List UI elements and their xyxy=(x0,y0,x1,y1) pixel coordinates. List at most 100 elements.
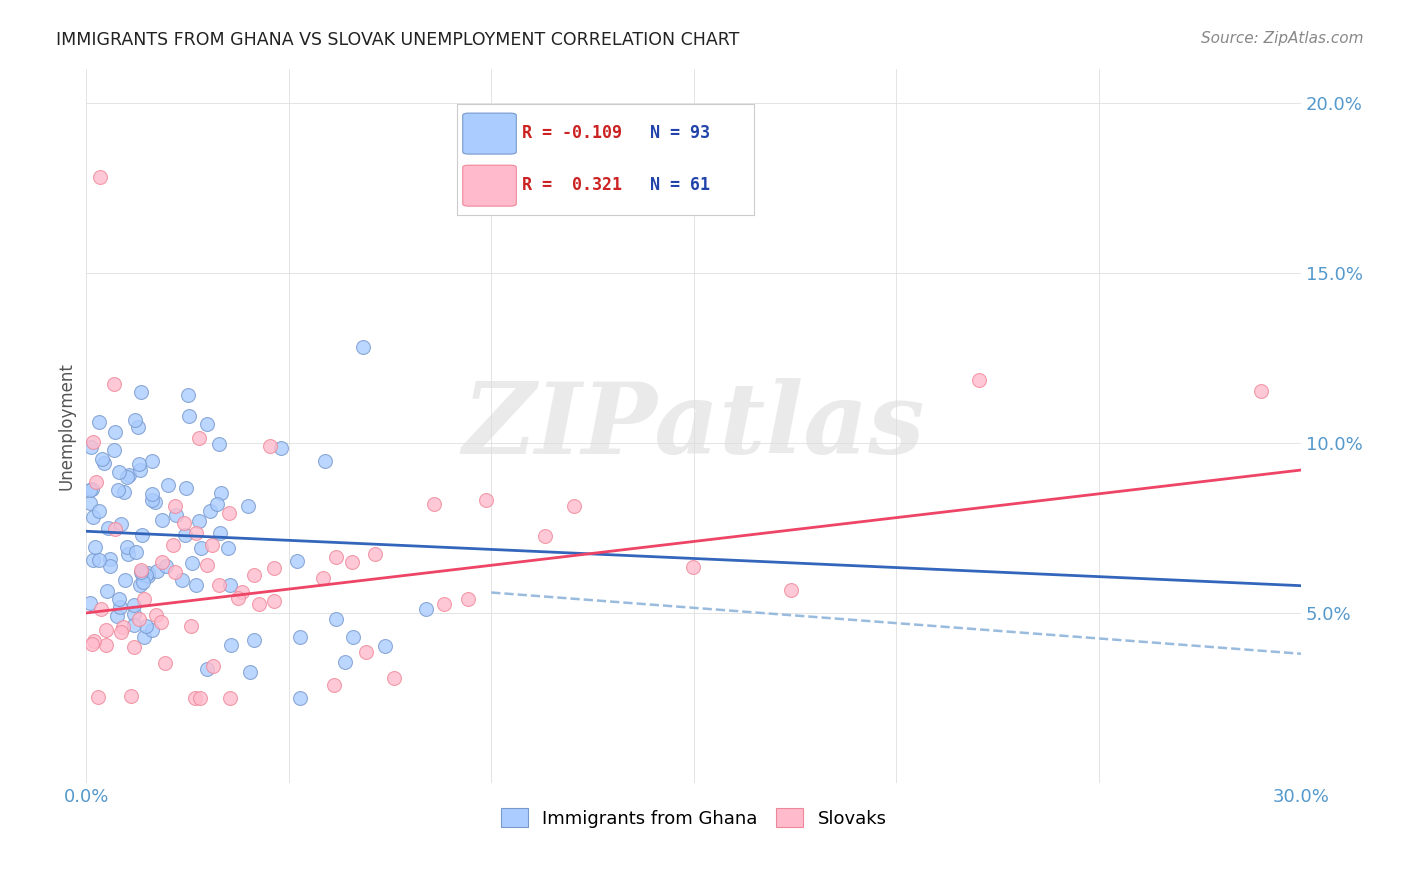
Point xyxy=(91,452,114,467)
Point xyxy=(87,504,110,518)
Point xyxy=(82,509,104,524)
Point xyxy=(186,577,208,591)
Point xyxy=(353,340,375,354)
Point xyxy=(141,487,163,501)
Point xyxy=(127,420,149,434)
Point xyxy=(141,454,163,468)
Point xyxy=(136,569,159,583)
Point xyxy=(132,591,155,606)
Point xyxy=(342,555,364,569)
Point xyxy=(122,640,145,655)
Point xyxy=(146,564,169,578)
Point xyxy=(97,521,120,535)
Point xyxy=(136,566,159,581)
Point xyxy=(188,514,211,528)
Point xyxy=(217,541,239,555)
Point xyxy=(188,690,211,705)
Point xyxy=(128,578,150,592)
Point xyxy=(243,632,266,647)
Point xyxy=(131,527,153,541)
Point xyxy=(120,690,142,704)
Point xyxy=(80,440,103,454)
Point xyxy=(382,671,405,685)
Point xyxy=(207,578,229,592)
Point xyxy=(122,598,145,612)
Point xyxy=(323,678,346,692)
Point xyxy=(422,497,444,511)
Point xyxy=(150,513,173,527)
Point xyxy=(186,525,208,540)
Point xyxy=(155,559,177,574)
Point xyxy=(131,566,153,581)
Point xyxy=(87,553,110,567)
Point xyxy=(84,475,107,489)
Point xyxy=(165,508,187,522)
Point xyxy=(117,541,139,555)
Point xyxy=(79,483,101,497)
Point xyxy=(108,599,131,614)
Point xyxy=(82,483,104,497)
Point xyxy=(780,582,803,597)
Point xyxy=(170,573,193,587)
Point xyxy=(201,538,224,552)
Point xyxy=(263,560,285,574)
Point xyxy=(333,655,356,669)
Point xyxy=(112,485,135,500)
Point xyxy=(89,415,111,429)
Point xyxy=(157,477,180,491)
Point xyxy=(534,529,557,543)
Point xyxy=(117,547,139,561)
Point xyxy=(122,607,145,621)
Point xyxy=(562,500,585,514)
Point xyxy=(94,638,117,652)
Point xyxy=(238,499,260,513)
Point xyxy=(108,591,131,606)
Point xyxy=(314,454,336,468)
Point xyxy=(124,413,146,427)
Point xyxy=(114,573,136,587)
Text: IMMIGRANTS FROM GHANA VS SLOVAK UNEMPLOYMENT CORRELATION CHART: IMMIGRANTS FROM GHANA VS SLOVAK UNEMPLOY… xyxy=(56,31,740,49)
Text: Source: ZipAtlas.com: Source: ZipAtlas.com xyxy=(1201,31,1364,46)
Point xyxy=(176,481,198,495)
Point xyxy=(218,690,240,705)
Point xyxy=(221,638,243,652)
Point xyxy=(1250,384,1272,399)
Point xyxy=(176,387,198,401)
Point xyxy=(129,463,152,477)
Point xyxy=(195,558,218,572)
Point xyxy=(325,550,347,565)
Point xyxy=(104,522,127,536)
Point xyxy=(93,456,115,470)
Point xyxy=(243,568,266,582)
Point xyxy=(342,631,364,645)
Point xyxy=(967,373,990,387)
Point xyxy=(82,637,104,651)
Point xyxy=(226,591,249,606)
Point xyxy=(79,496,101,510)
Point xyxy=(87,690,110,704)
Point xyxy=(132,575,155,590)
Point xyxy=(82,553,104,567)
Point xyxy=(188,431,211,445)
Point xyxy=(84,540,107,554)
Point xyxy=(150,555,173,569)
Point xyxy=(177,409,200,424)
Point xyxy=(103,376,125,391)
Point xyxy=(110,624,132,639)
Point xyxy=(239,665,262,679)
Point xyxy=(325,612,347,626)
Point xyxy=(98,552,121,566)
Point xyxy=(209,486,232,500)
Point xyxy=(153,656,176,670)
Point xyxy=(475,492,498,507)
Y-axis label: Unemployment: Unemployment xyxy=(58,362,75,490)
Point xyxy=(364,547,387,561)
Point xyxy=(141,492,163,507)
Point xyxy=(415,602,437,616)
Point xyxy=(129,385,152,400)
Point xyxy=(129,565,152,579)
Point xyxy=(180,619,202,633)
Point xyxy=(98,558,121,573)
Point xyxy=(312,571,335,585)
Point xyxy=(79,596,101,610)
